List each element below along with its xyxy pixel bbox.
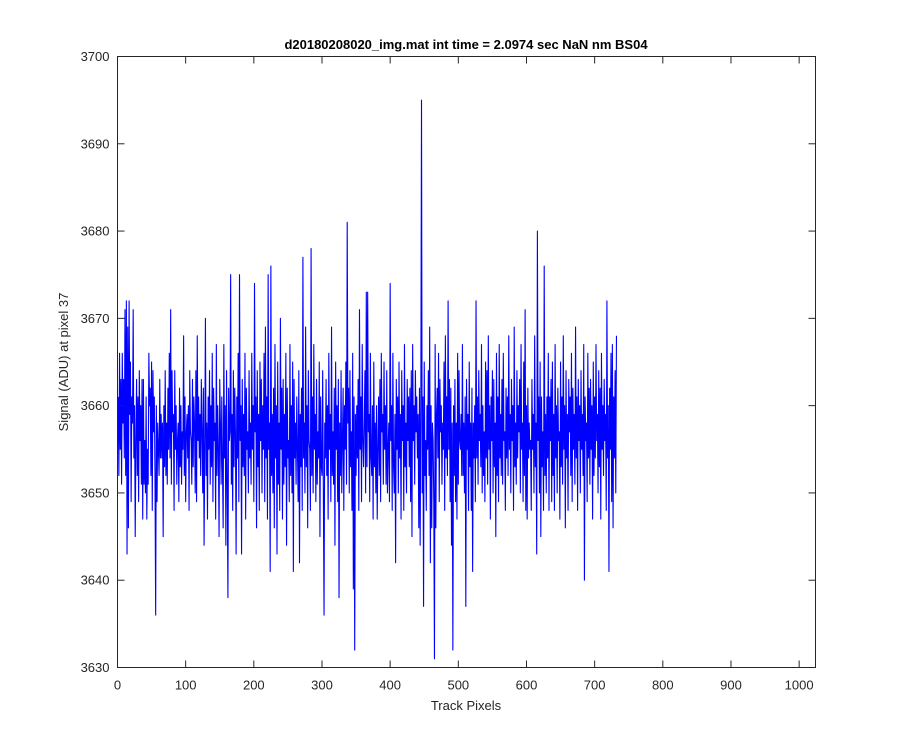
y-tick-label: 3700 (81, 49, 110, 64)
y-tick-label: 3640 (81, 573, 110, 588)
axes-box (117, 56, 816, 668)
y-axis-ticks: 3630 3640 3650 3660 3670 3680 3690 3700 (81, 49, 816, 675)
plot-area (117, 56, 816, 668)
x-tick-label: 300 (311, 678, 333, 693)
x-tick-label: 400 (379, 678, 401, 693)
x-tick-label: 200 (243, 678, 265, 693)
x-axis-ticks: 0 100 200 300 400 500 600 700 800 900 1000 (114, 56, 814, 693)
x-axis-label: Track Pixels (431, 698, 502, 713)
x-tick-label: 700 (584, 678, 606, 693)
x-tick-label: 600 (516, 678, 538, 693)
chart-title: d20180208020_img.mat int time = 2.0974 s… (284, 37, 648, 52)
x-tick-label: 800 (652, 678, 674, 693)
y-axis-label: Signal (ADU) at pixel 37 (56, 293, 71, 432)
x-tick-label: 900 (720, 678, 742, 693)
x-tick-label: 1000 (785, 678, 814, 693)
y-tick-label: 3630 (81, 660, 110, 675)
y-tick-label: 3670 (81, 311, 110, 326)
y-tick-label: 3680 (81, 224, 110, 239)
y-tick-label: 3690 (81, 136, 110, 151)
x-tick-label: 0 (114, 678, 121, 693)
y-tick-label: 3650 (81, 485, 110, 500)
x-tick-label: 500 (447, 678, 469, 693)
data-series (117, 99, 618, 660)
x-tick-label: 100 (175, 678, 197, 693)
axes (117, 56, 816, 668)
series-line-0 (117, 99, 618, 660)
y-tick-label: 3660 (81, 398, 110, 413)
